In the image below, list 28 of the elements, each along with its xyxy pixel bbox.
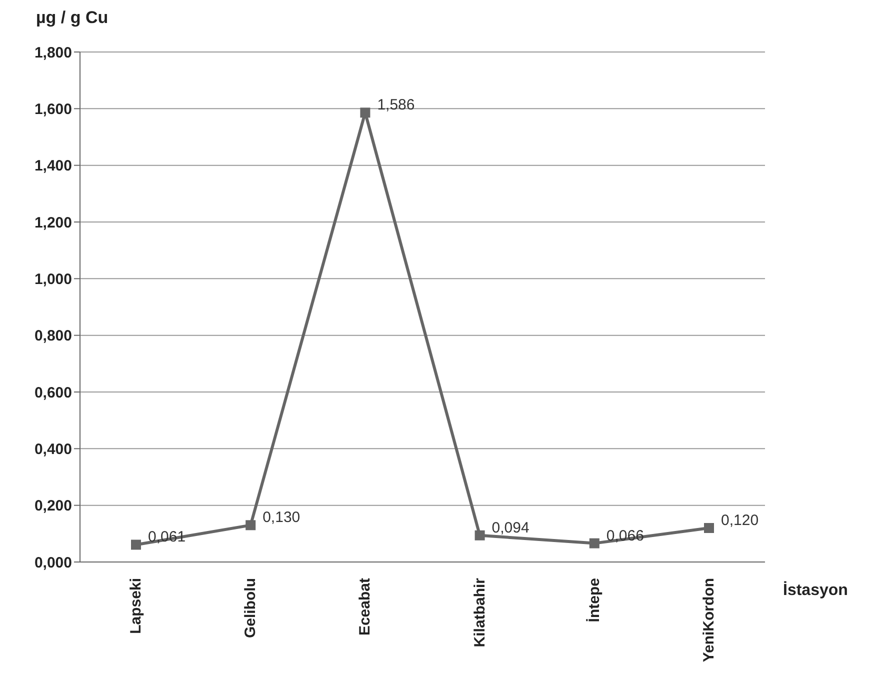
y-tick-label: 0,400 bbox=[34, 440, 72, 458]
data-label: 1,586 bbox=[377, 96, 415, 114]
point bbox=[474, 530, 485, 540]
x-tick-label: Kilatbahir bbox=[471, 578, 488, 648]
y-tick-label: 0,600 bbox=[34, 384, 72, 402]
data-label: 0,130 bbox=[262, 509, 300, 526]
point bbox=[246, 520, 256, 530]
point bbox=[589, 538, 600, 548]
point bbox=[131, 540, 141, 550]
y-tick-label: 1,200 bbox=[34, 214, 72, 232]
data-label: 0,120 bbox=[721, 512, 759, 529]
x-tick-label: Gelibolu bbox=[242, 578, 260, 638]
x-tick-label: Lapseki bbox=[128, 578, 144, 634]
y-tick-label: 1,800 bbox=[34, 44, 72, 62]
point bbox=[360, 108, 370, 118]
x-tick-label: Eceabat bbox=[356, 578, 374, 636]
x-tick-label: İntepe bbox=[586, 578, 603, 622]
y-axis-title: µg / g Cu bbox=[36, 8, 108, 28]
y-tick-label: 0,000 bbox=[34, 554, 72, 572]
point bbox=[704, 523, 714, 533]
x-tick-label: YeniKordon bbox=[700, 578, 718, 662]
y-tick-label: 1,600 bbox=[34, 100, 72, 118]
y-tick-label: 1,400 bbox=[34, 158, 72, 175]
x-axis-title: İstasyon bbox=[783, 582, 848, 600]
y-tick-label: 0,200 bbox=[34, 498, 72, 515]
data-label: 0,094 bbox=[492, 519, 530, 536]
y-tick-label: 1,000 bbox=[34, 270, 72, 288]
y-tick-label: 0,800 bbox=[34, 328, 72, 345]
